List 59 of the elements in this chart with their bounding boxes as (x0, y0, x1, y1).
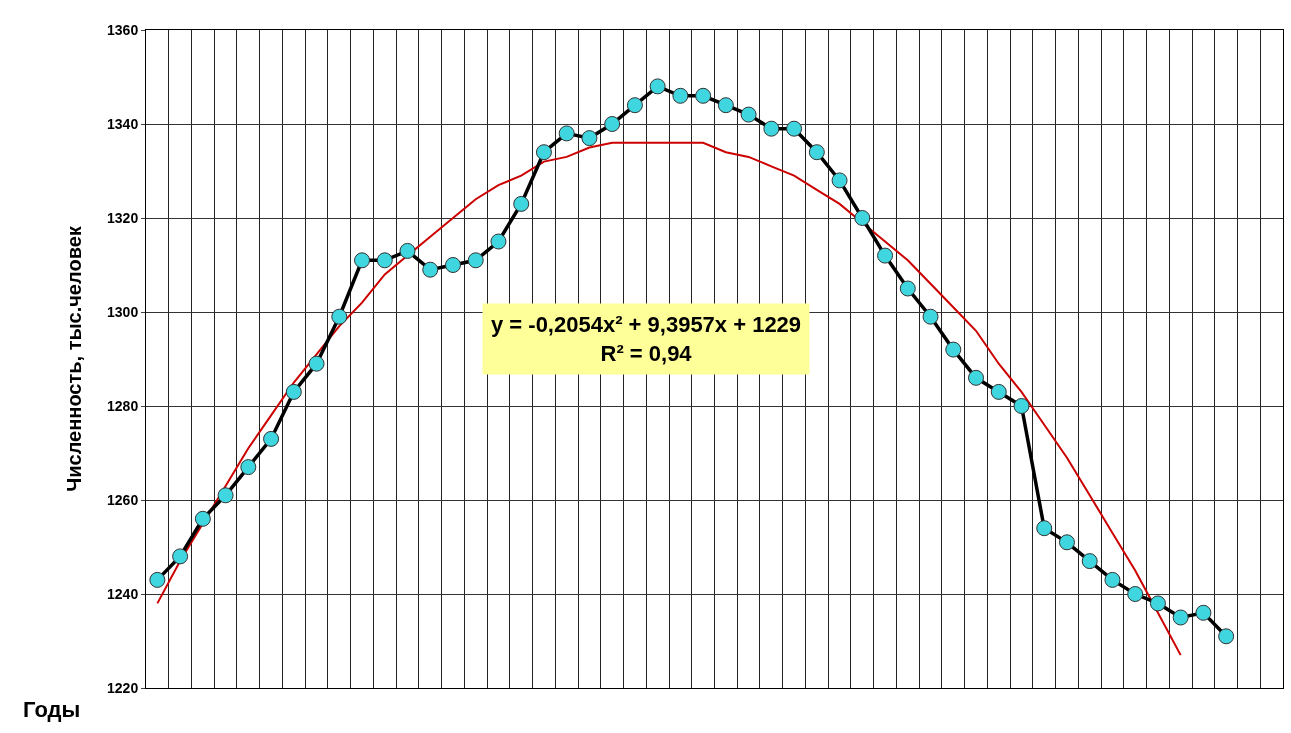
point (399, 242, 416, 259)
point (513, 195, 530, 212)
point (581, 130, 598, 147)
point (1127, 586, 1144, 602)
point (649, 78, 666, 95)
point (604, 116, 621, 132)
point (1218, 628, 1235, 645)
point (376, 252, 393, 269)
point (695, 87, 712, 104)
point (1058, 534, 1075, 551)
point (786, 120, 803, 137)
point (831, 172, 848, 189)
point (922, 308, 939, 325)
point (445, 257, 461, 273)
point (354, 252, 371, 269)
annotation: y = -0,2054x² + 9,3957x + 1229 R² = 0,94 (491, 312, 802, 366)
point (535, 144, 552, 161)
point (763, 120, 780, 137)
point (1081, 553, 1098, 570)
point (1036, 520, 1053, 537)
point (558, 125, 575, 142)
point (217, 487, 234, 504)
point (854, 210, 871, 226)
point (717, 97, 734, 114)
point (422, 261, 439, 278)
point (990, 383, 1007, 400)
y-tick-label: 1360 (107, 21, 139, 38)
point (968, 369, 985, 386)
point (149, 571, 166, 588)
y-tick-label: 1300 (107, 303, 139, 320)
y-tick-label: 1320 (107, 209, 139, 226)
point (172, 548, 189, 565)
point (945, 341, 962, 358)
point (1149, 595, 1166, 612)
point (1104, 571, 1121, 588)
point (194, 510, 211, 527)
point (672, 87, 689, 104)
y-tick-label: 1220 (107, 679, 139, 696)
y-tick-label: 1280 (107, 397, 139, 414)
point (877, 247, 894, 264)
point (1013, 398, 1030, 414)
y-axis-title: Численность, тыс.человек (62, 225, 85, 492)
point (467, 252, 484, 269)
point (285, 383, 302, 400)
y-tick-label: 1260 (107, 491, 139, 508)
y-tick-label: 1340 (107, 115, 139, 132)
point (1195, 604, 1212, 621)
point (490, 233, 507, 250)
point (331, 308, 348, 325)
point (263, 430, 280, 447)
y-tick-label: 1240 (107, 585, 139, 602)
point (740, 106, 757, 123)
point (1172, 609, 1189, 626)
point (308, 355, 325, 372)
point (899, 280, 916, 297)
point (808, 144, 825, 161)
x-axis-title: Годы (23, 697, 81, 722)
point (240, 459, 257, 476)
point (626, 97, 643, 114)
